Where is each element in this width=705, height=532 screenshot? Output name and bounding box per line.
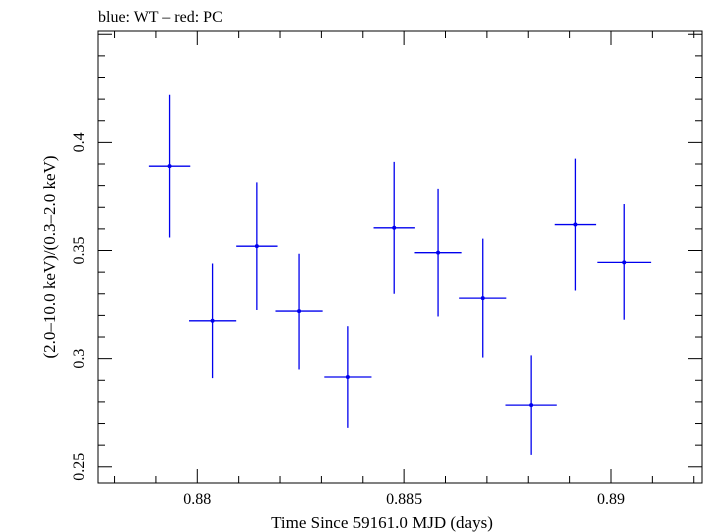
data-series bbox=[148, 94, 652, 455]
point-marker bbox=[573, 222, 578, 227]
point-marker bbox=[254, 244, 259, 249]
y-tick-label: 0.35 bbox=[71, 237, 88, 265]
data-point bbox=[148, 94, 191, 238]
data-point bbox=[275, 253, 323, 370]
x-tick-label: 0.89 bbox=[597, 491, 625, 508]
data-point bbox=[597, 204, 652, 320]
data-point bbox=[554, 158, 597, 291]
x-axis-label: Time Since 59161.0 MJD (days) bbox=[271, 513, 493, 532]
x-tick-label: 0.885 bbox=[386, 491, 422, 508]
y-axis-label: (2.0–10.0 keV)/(0.3–2.0 keV) bbox=[40, 155, 59, 358]
point-marker bbox=[436, 250, 441, 255]
data-point bbox=[324, 326, 372, 428]
x-tick-label: 0.88 bbox=[183, 491, 211, 508]
point-marker bbox=[392, 225, 397, 230]
y-tick-label: 0.25 bbox=[71, 453, 88, 481]
y-tick-label: 0.3 bbox=[71, 349, 88, 369]
point-marker bbox=[297, 309, 302, 314]
data-point bbox=[189, 263, 237, 379]
data-point bbox=[505, 355, 557, 455]
point-marker bbox=[167, 164, 172, 169]
point-marker bbox=[529, 403, 534, 408]
point-marker bbox=[480, 296, 485, 301]
data-point bbox=[414, 188, 462, 317]
y-tick-label: 0.4 bbox=[71, 132, 88, 152]
plot-frame bbox=[97, 30, 703, 484]
point-marker bbox=[622, 260, 627, 265]
data-point bbox=[373, 161, 415, 294]
y-axis: 0.25 0.3 0.35 0.4 bbox=[71, 33, 702, 481]
data-point bbox=[459, 238, 507, 358]
data-point bbox=[236, 182, 278, 310]
point-marker bbox=[210, 318, 215, 323]
x-axis: 0.88 0.885 0.89 bbox=[114, 31, 695, 508]
chart-title: blue: WT – red: PC bbox=[98, 9, 223, 26]
point-marker bbox=[345, 375, 350, 380]
